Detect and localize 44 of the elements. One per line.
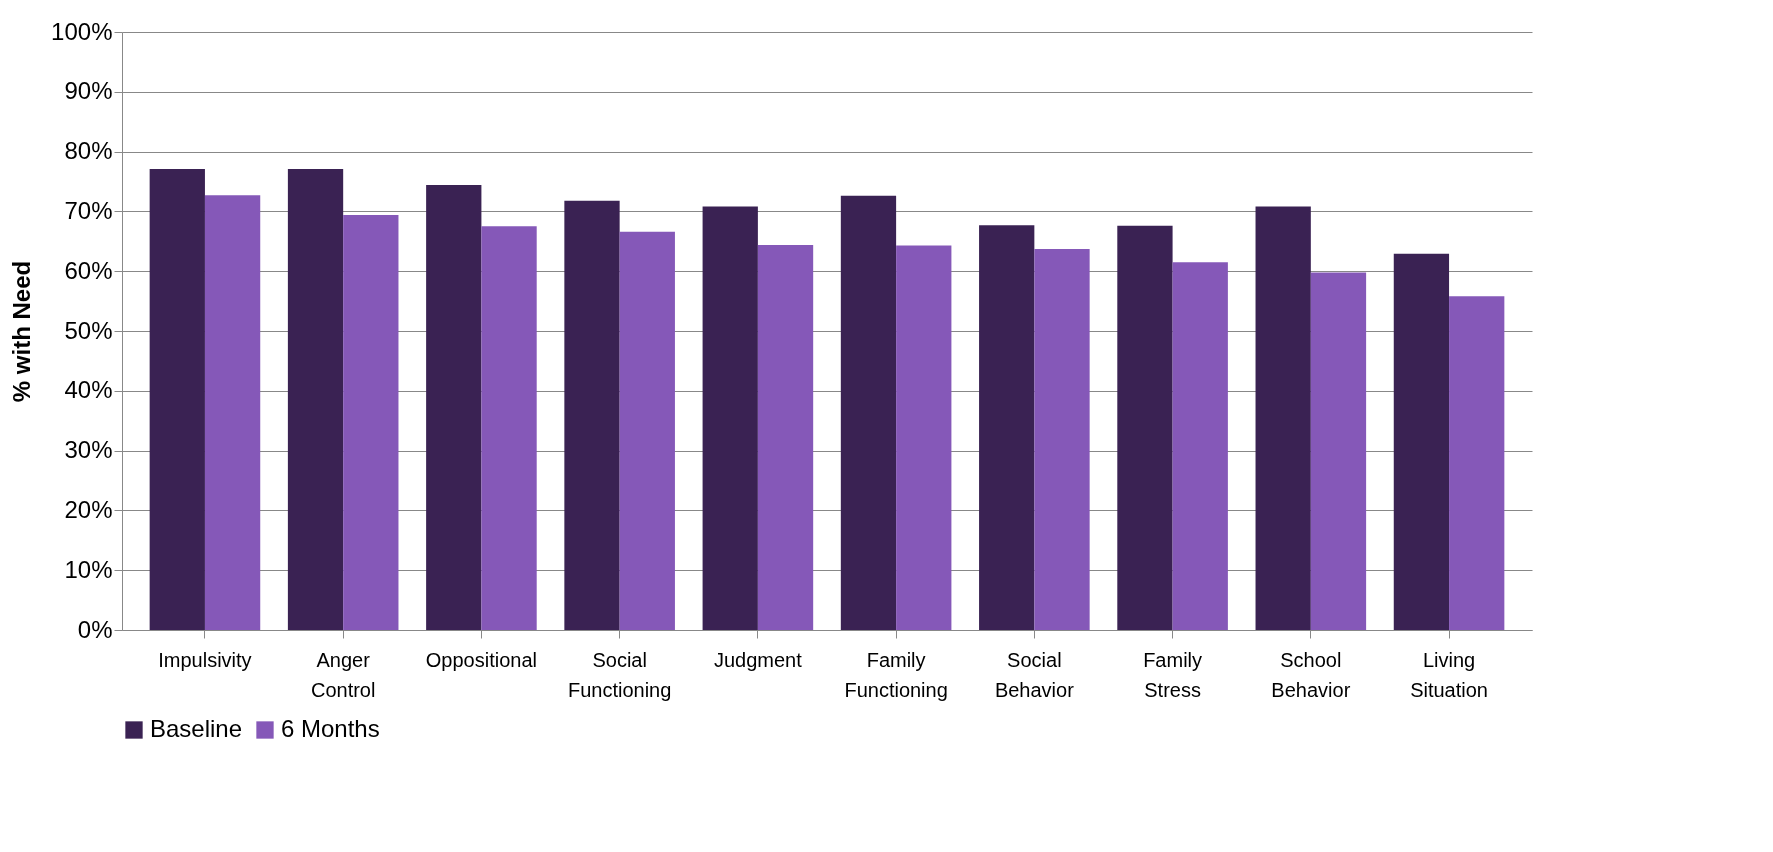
y-tick-label: 90% <box>64 77 113 105</box>
bar <box>1255 206 1311 630</box>
bar <box>702 206 758 630</box>
bar <box>1117 225 1173 630</box>
bar <box>757 244 814 630</box>
y-tick-label: 40% <box>64 376 113 404</box>
y-tick-label: 30% <box>64 436 113 464</box>
y-tick-label: 70% <box>64 196 113 224</box>
x-tick-label: Living Situation <box>1410 648 1488 701</box>
bar <box>619 231 675 630</box>
legend-label: 6 Months <box>281 715 380 742</box>
bar <box>343 214 399 630</box>
bar <box>481 226 537 630</box>
y-tick-label: 0% <box>77 615 113 643</box>
bar <box>1449 296 1505 630</box>
bar <box>149 168 205 630</box>
x-tick-label: Judgment <box>713 648 803 671</box>
bar <box>426 185 482 630</box>
x-tick-label: Family Stress <box>1143 648 1203 701</box>
y-tick-label: 60% <box>64 256 113 284</box>
y-axis-title: % with Need <box>8 260 36 403</box>
x-tick-label: Social Functioning <box>567 648 672 701</box>
x-tick-label: Social Behavior <box>994 648 1075 701</box>
legend-label: Baseline <box>150 715 243 742</box>
bar <box>204 195 261 630</box>
bar <box>840 195 897 630</box>
y-tick-label: 50% <box>64 316 113 344</box>
bar <box>979 225 1035 630</box>
bar <box>1034 249 1090 630</box>
x-tick-label: Family Functioning <box>844 648 948 701</box>
x-tick-label: Impulsivity <box>158 648 252 671</box>
x-tick-label: Anger Control <box>310 648 376 701</box>
bar <box>896 245 952 630</box>
x-tick-label: Oppositional <box>425 648 538 671</box>
y-tick-label: 20% <box>64 495 113 523</box>
bar <box>564 200 620 630</box>
y-tick-label: 80% <box>64 137 113 165</box>
y-tick-label: 100% <box>51 17 113 45</box>
y-tick-label: 10% <box>64 555 113 583</box>
bar <box>1310 272 1367 630</box>
bar <box>287 168 344 630</box>
bar <box>1393 253 1450 630</box>
x-tick-label: School Behavior <box>1271 648 1351 701</box>
bar <box>1172 262 1228 630</box>
